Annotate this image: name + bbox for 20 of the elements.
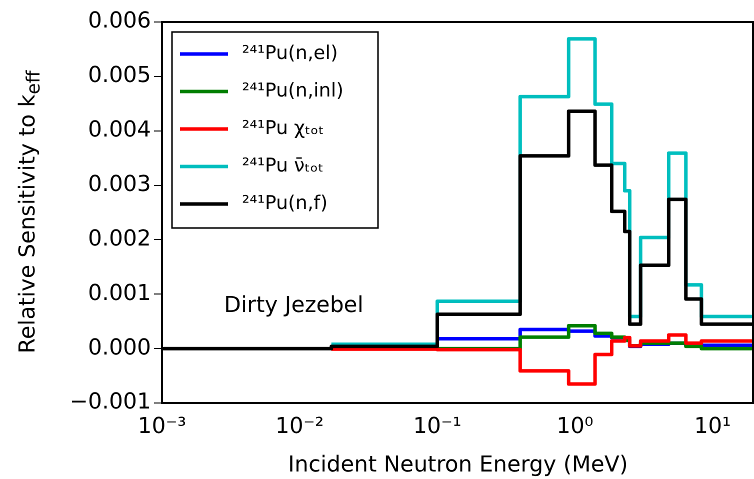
legend-label: ²⁴¹Pu(n,el) <box>242 42 338 64</box>
x-tick-label: 10⁰ <box>556 414 594 439</box>
y-tick-label: −0.001 <box>70 390 151 415</box>
x-tick-label: 10¹ <box>694 414 731 439</box>
x-tick-label: 10⁻¹ <box>413 414 462 439</box>
y-tick-label: 0.001 <box>88 280 151 306</box>
y-tick-label: 0.005 <box>88 63 151 88</box>
x-axis-title: Incident Neutron Energy (MeV) <box>288 452 628 478</box>
x-tick-label: 10⁻² <box>275 414 324 439</box>
y-tick-label: 0.004 <box>88 118 151 143</box>
annotation: Dirty Jezebel <box>224 293 364 318</box>
y-tick-label: 0.006 <box>88 8 151 34</box>
legend-label: ²⁴¹Pu χₜₒₜ <box>242 116 324 139</box>
y-tick-label: 0.000 <box>88 335 151 360</box>
legend-label: ²⁴¹Pu(n,f) <box>242 192 328 214</box>
x-tick-label: 10⁻³ <box>138 414 186 439</box>
y-tick-label: 0.002 <box>88 226 151 252</box>
legend-label: ²⁴¹Pu ν̄ₜₒₜ <box>242 154 324 176</box>
y-tick-label: 0.003 <box>88 172 151 198</box>
legend-label: ²⁴¹Pu(n,inl) <box>242 79 344 102</box>
